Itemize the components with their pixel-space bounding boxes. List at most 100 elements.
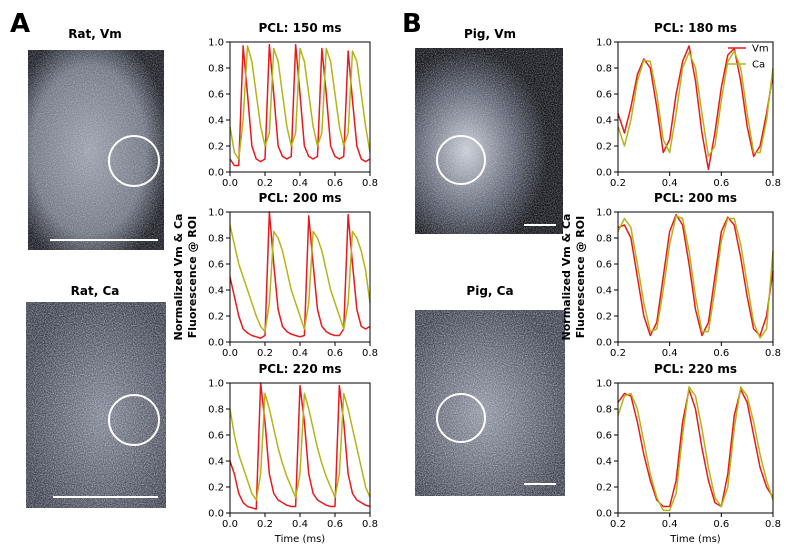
y-tick-label: 0.2 — [208, 483, 224, 494]
y-tick-label: 0.0 — [208, 509, 224, 520]
y-tick-label: 1.0 — [208, 379, 224, 390]
x-tick-label: 0.6 — [713, 178, 729, 189]
y-tick-label: 0.8 — [208, 405, 224, 416]
chart-title: PCL: 200 ms — [654, 191, 737, 205]
chart-title: PCL: 200 ms — [258, 191, 341, 205]
y-tick-label: 0.6 — [596, 260, 612, 271]
series-line — [229, 43, 371, 167]
image-noise — [415, 310, 565, 496]
series-line — [229, 45, 371, 160]
plot-frame — [229, 211, 371, 343]
y-tick-label: 0.4 — [596, 457, 612, 468]
y-tick-label: 0.0 — [596, 509, 612, 520]
y-tick-label: 1.0 — [596, 208, 612, 219]
plot-frame — [229, 41, 371, 173]
y-tick-label: 0.6 — [596, 90, 612, 101]
x-tick-label: 0.6 — [327, 519, 343, 530]
y-tick-label: 0.0 — [208, 338, 224, 349]
image-label: Rat, Vm — [68, 27, 122, 41]
y-tick-label: 0.4 — [596, 286, 612, 297]
x-tick-label: 0.2 — [257, 519, 273, 530]
series-line — [229, 224, 371, 333]
chart-title: PCL: 220 ms — [258, 362, 341, 376]
y-tick-label: 0.0 — [208, 168, 224, 179]
x-tick-label: 0.8 — [765, 178, 781, 189]
series-line — [617, 388, 774, 508]
legend-label: Vm — [752, 44, 769, 55]
x-axis-label: Time (ms) — [669, 534, 721, 545]
x-tick-label: 0.4 — [662, 348, 678, 359]
y-tick-label: 0.4 — [208, 116, 224, 127]
y-tick-label: 0.6 — [208, 260, 224, 271]
x-tick-label: 0.4 — [662, 519, 678, 530]
y-tick-label: 0.2 — [596, 312, 612, 323]
x-tick-label: 0.6 — [713, 348, 729, 359]
y-tick-label: 0.2 — [596, 483, 612, 494]
x-tick-label: 0.6 — [327, 348, 343, 359]
y-axis-label: Fluorescence @ ROI — [186, 216, 199, 338]
chart-title: PCL: 220 ms — [654, 362, 737, 376]
plot-frame — [617, 382, 774, 514]
y-tick-label: 0.2 — [208, 312, 224, 323]
y-tick-label: 1.0 — [596, 38, 612, 49]
x-tick-label: 0.0 — [222, 178, 238, 189]
plot-frame — [617, 211, 774, 343]
series-line — [617, 213, 774, 337]
roi — [108, 135, 160, 187]
y-tick-label: 0.0 — [596, 168, 612, 179]
y-tick-label: 0.8 — [596, 234, 612, 245]
y-tick-label: 0.4 — [596, 116, 612, 127]
y-tick-label: 1.0 — [208, 38, 224, 49]
y-tick-label: 0.8 — [208, 234, 224, 245]
image-label: Rat, Ca — [71, 284, 120, 298]
image-label: Pig, Vm — [464, 27, 516, 41]
x-tick-label: 0.8 — [362, 348, 378, 359]
roi — [436, 393, 486, 443]
x-tick-label: 0.4 — [662, 178, 678, 189]
x-tick-label: 0.4 — [292, 178, 308, 189]
x-tick-label: 0.4 — [292, 519, 308, 530]
panel-letter: B — [402, 9, 422, 39]
x-tick-label: 0.4 — [292, 348, 308, 359]
legend-label: Ca — [752, 60, 765, 71]
x-tick-label: 0.6 — [713, 519, 729, 530]
y-tick-label: 0.8 — [208, 64, 224, 75]
y-tick-label: 0.8 — [596, 405, 612, 416]
x-tick-label: 0.0 — [222, 348, 238, 359]
x-tick-label: 0.8 — [765, 348, 781, 359]
y-axis-label: Normalized Vm & Ca — [172, 214, 185, 341]
y-tick-label: 0.0 — [596, 338, 612, 349]
y-axis-label: Fluorescence @ ROI — [574, 216, 587, 338]
series-line — [617, 50, 774, 158]
x-axis-label: Time (ms) — [274, 534, 326, 545]
x-tick-label: 0.2 — [257, 178, 273, 189]
y-tick-label: 1.0 — [596, 379, 612, 390]
x-tick-label: 0.2 — [257, 348, 273, 359]
roi — [436, 135, 486, 185]
series-line — [229, 382, 371, 510]
image-noise — [26, 302, 166, 508]
y-tick-label: 0.4 — [208, 457, 224, 468]
y-tick-label: 0.6 — [208, 90, 224, 101]
x-tick-label: 0.2 — [610, 519, 626, 530]
series-line — [229, 211, 371, 339]
chart-title: PCL: 180 ms — [654, 21, 737, 35]
series-line — [617, 45, 774, 171]
roi — [108, 394, 160, 446]
y-tick-label: 0.6 — [208, 431, 224, 442]
plot-frame — [229, 382, 371, 514]
y-tick-label: 0.6 — [596, 431, 612, 442]
y-axis-label: Normalized Vm & Ca — [560, 214, 573, 341]
panel-letter: A — [10, 9, 30, 39]
y-tick-label: 0.4 — [208, 286, 224, 297]
x-tick-label: 0.0 — [222, 519, 238, 530]
image-noise — [28, 50, 164, 250]
y-tick-label: 0.8 — [596, 64, 612, 75]
x-tick-label: 0.6 — [327, 178, 343, 189]
plot-frame — [617, 41, 774, 173]
series-line — [229, 392, 371, 501]
image-noise — [415, 48, 563, 234]
y-tick-label: 1.0 — [208, 208, 224, 219]
y-tick-label: 0.2 — [208, 142, 224, 153]
